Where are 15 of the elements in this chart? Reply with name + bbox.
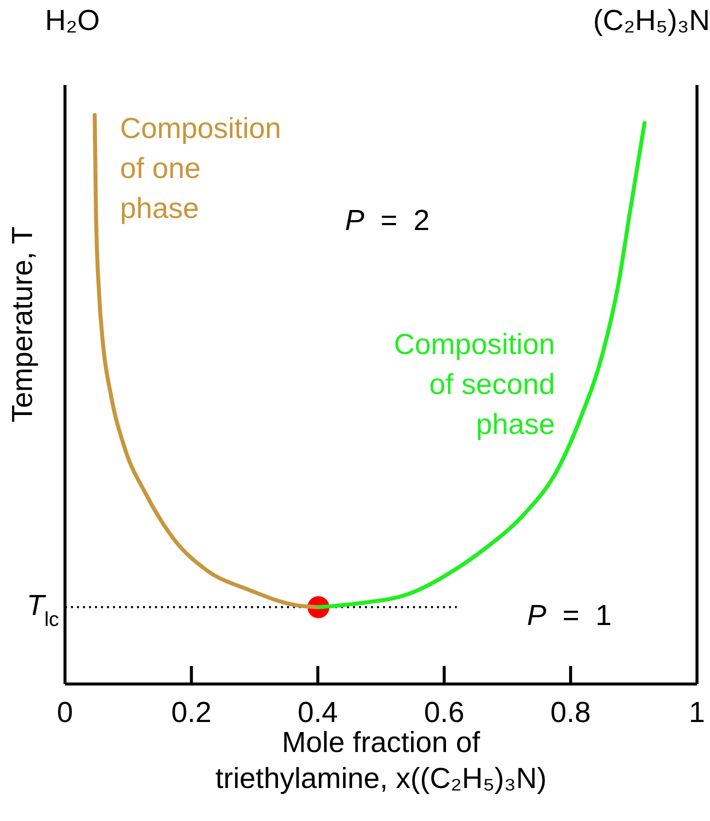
x-tick-label: 0.2 [171, 697, 212, 729]
x-tick-label: 0 [56, 697, 74, 729]
y-axis-title: Temperature, T [7, 226, 39, 423]
annotation: P = 2 [345, 205, 430, 237]
x-tick-label: 0.6 [424, 697, 464, 729]
x-tick-label: 0.8 [550, 697, 591, 729]
x-tick-label: 0.4 [298, 697, 338, 729]
text: H₂O [45, 5, 100, 37]
x-axis-title: Mole fraction of triethylamine, x((C₂H₅)₃N) [215, 727, 547, 795]
series-label: Composition of one phase [120, 113, 282, 225]
annotation: P = 1 [527, 600, 612, 632]
x-tick-label: 1 [688, 697, 706, 729]
ref-line-label: T$_{lc}$ [26, 590, 59, 632]
series-label: Composition of second phase [394, 329, 555, 441]
text: (C₂H₅)₃N [593, 5, 710, 37]
